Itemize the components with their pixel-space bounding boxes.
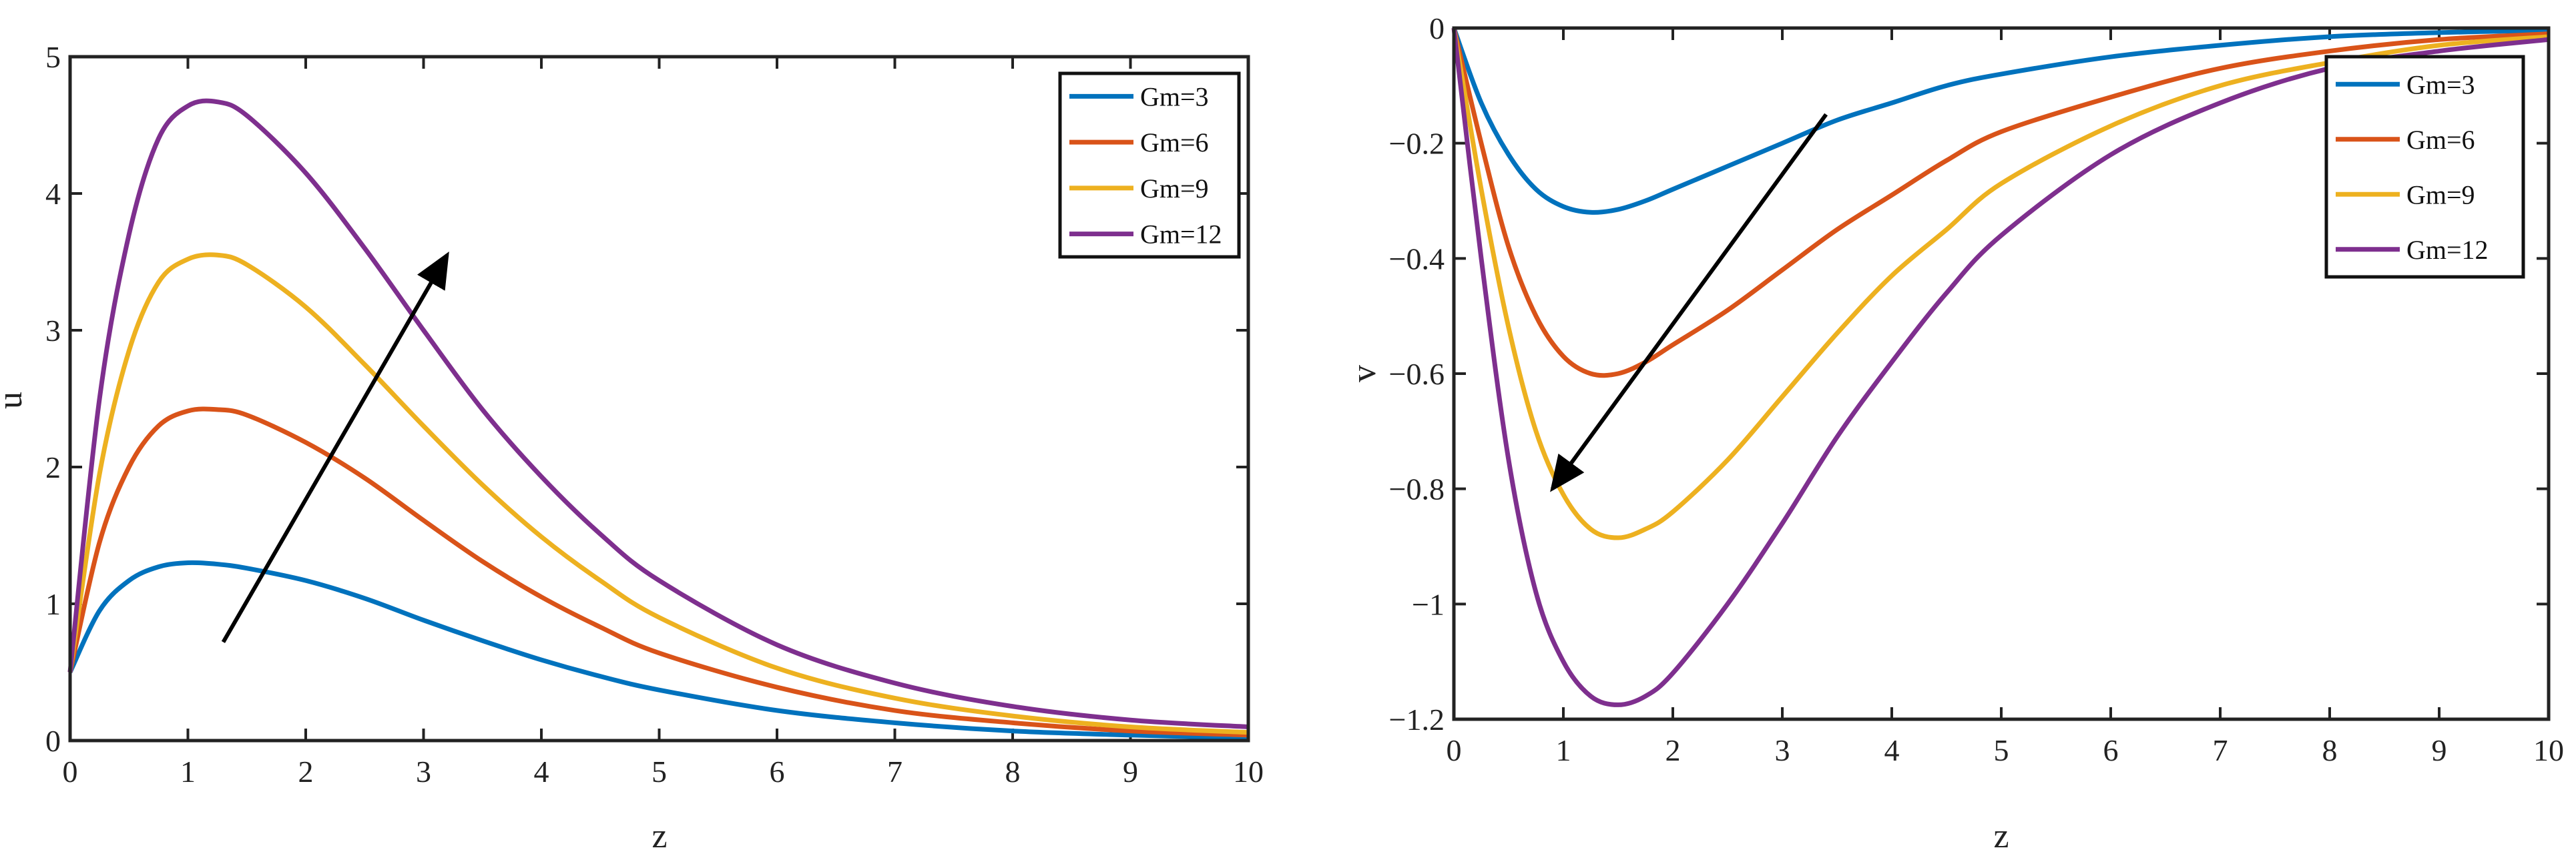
legend-label: Gm=6	[1140, 127, 1209, 157]
x-tick-label: 10	[1233, 755, 1264, 789]
x-tick-label: 7	[2213, 733, 2228, 767]
x-tick-label: 9	[2432, 733, 2447, 767]
y-tick-label: −0.6	[1389, 357, 1445, 391]
y-tick-label: 0	[45, 724, 61, 758]
series-line-gm-6	[67, 406, 1249, 738]
x-tick-label: 2	[1665, 733, 1681, 767]
series-line-gm-12	[1451, 27, 2549, 707]
x-tick-label: 3	[416, 755, 431, 789]
y-tick-label: −1.2	[1389, 703, 1445, 737]
y-tick-label: −0.4	[1389, 242, 1445, 276]
y-axis-label: u	[0, 392, 29, 409]
x-tick-label: 1	[1556, 733, 1571, 767]
x-tick-label: 0	[63, 755, 78, 789]
series-line-gm-9	[67, 252, 1249, 735]
x-tick-label: 8	[2322, 733, 2338, 767]
trend-arrow	[221, 252, 449, 643]
legend-label: Gm=9	[2406, 179, 2475, 209]
x-tick-label: 8	[1005, 755, 1021, 789]
y-tick-label: 5	[45, 40, 61, 74]
axes-frame	[1452, 26, 2551, 721]
trend-arrow	[1550, 113, 1828, 492]
x-axis-label: z	[1993, 817, 2009, 855]
x-tick-label: 10	[2533, 733, 2564, 767]
legend-box	[2324, 55, 2525, 279]
legend: Gm=3 Gm=6 Gm=9 Gm=12	[1058, 71, 1241, 259]
y-tick-label: 3	[45, 314, 61, 348]
series-line-gm-9	[1451, 27, 2549, 540]
y-axis-label: v	[1345, 365, 1383, 382]
y-tick-label: 2	[45, 450, 61, 484]
x-tick-label: 3	[1775, 733, 1790, 767]
y-tick-label: 4	[45, 177, 61, 211]
x-tick-label: 6	[2103, 733, 2119, 767]
y-tick-label: −0.2	[1389, 127, 1445, 161]
x-tick-label: 9	[1123, 755, 1138, 789]
legend-label: Gm=9	[1140, 173, 1209, 203]
legend: Gm=3 Gm=6 Gm=9 Gm=12	[2324, 55, 2525, 279]
legend-box	[1058, 71, 1241, 259]
series-line-gm-6	[1451, 27, 2549, 378]
x-tick-label: 2	[298, 755, 314, 789]
y-tick-label: −0.8	[1389, 472, 1445, 506]
x-tick-label: 6	[770, 755, 785, 789]
series-line-gm-12	[67, 98, 1249, 729]
series-line-gm-3	[67, 560, 1249, 741]
x-tick-label: 0	[1447, 733, 1462, 767]
x-tick-label: 4	[534, 755, 549, 789]
legend-label: Gm=3	[1140, 81, 1209, 111]
chart-panel-2: 0 1 2 3 4 5 6 7 8 9 10 0 −0.2 −0.4 −0.6 −0.8 −1 −1.2 z v Gm=…	[1345, 11, 2564, 855]
y-tick-label: 1	[45, 587, 61, 621]
chart-panel-1: 0 1 2 3 4 5 6 7 8 9 10 0 1 2 3 4 5 z u Gm=3 Gm=6 Gm=9 Gm=12	[0, 40, 1264, 855]
x-tick-label: 5	[1994, 733, 2009, 767]
x-tick-label: 4	[1884, 733, 1900, 767]
x-tick-label: 1	[180, 755, 196, 789]
legend-label: Gm=6	[2406, 125, 2475, 155]
x-tick-label: 7	[887, 755, 903, 789]
y-tick-label: −1	[1412, 587, 1445, 621]
legend-label: Gm=12	[1140, 220, 1222, 250]
x-axis-label: z	[652, 817, 667, 855]
legend-label: Gm=3	[2406, 69, 2475, 99]
axes-frame	[68, 55, 1250, 743]
plot-area	[70, 57, 1248, 741]
legend-label: Gm=12	[2406, 235, 2489, 265]
y-tick-label: 0	[1429, 11, 1445, 45]
x-tick-label: 5	[652, 755, 667, 789]
